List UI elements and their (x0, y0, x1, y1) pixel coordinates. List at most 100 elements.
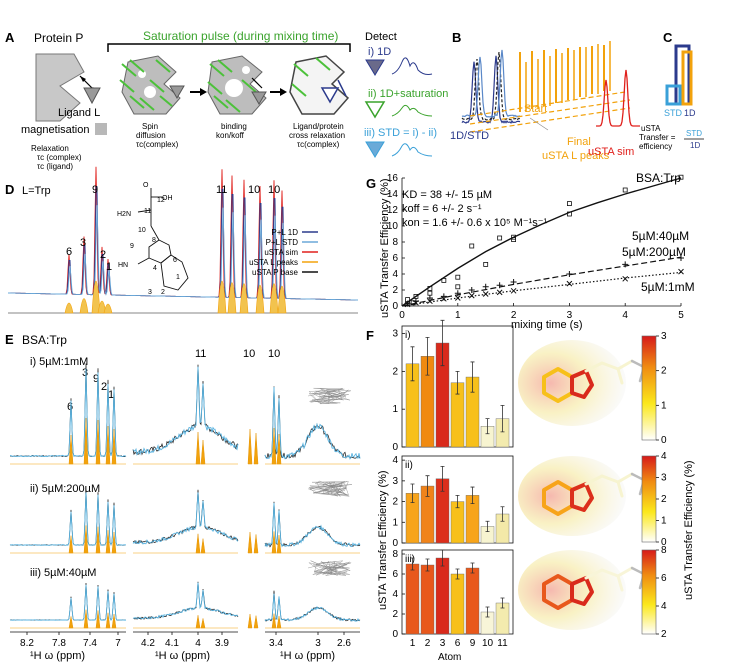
f-colorbar-label: 0 (661, 435, 667, 446)
panel-e: E BSA:Trp i) 5µM:1mM ii) 5µM:200µM iii) … (5, 332, 361, 662)
b-dash-line (469, 107, 631, 133)
f-sub-label: i) (405, 330, 411, 341)
d-ligand-peak (277, 286, 287, 314)
svg-text:11: 11 (144, 208, 151, 215)
trp-structure (137, 188, 189, 291)
g-ytick-label: 8 (392, 237, 398, 248)
f-bar (405, 563, 420, 635)
svg-text:9: 9 (93, 373, 99, 385)
g-xtick-label: 0 (399, 310, 405, 321)
f-bar (420, 564, 435, 635)
svg-text:kon/koff: kon/koff (216, 131, 245, 140)
f-errorbar (470, 562, 475, 574)
g-point (622, 275, 629, 282)
svg-text:τc(complex): τc(complex) (136, 140, 179, 149)
d-spectrum-line (8, 186, 358, 301)
f-molecule-ring (570, 576, 594, 606)
g-point (427, 298, 433, 305)
f-colorbar-label: 2 (661, 494, 667, 505)
e-xtick-label: 7 (115, 638, 121, 649)
e-ligand-peak (195, 615, 201, 629)
svg-text:τc (ligand): τc (ligand) (37, 162, 73, 171)
panel-label-f: F (366, 328, 374, 343)
svg-text:binding: binding (221, 122, 247, 131)
d-ligand-peak (217, 280, 227, 314)
e-ligand-peak (200, 538, 206, 554)
g-ytick-label: 16 (387, 173, 399, 184)
f-ytick-label: 2 (392, 609, 398, 620)
f-molecule-sidechain (584, 359, 634, 385)
d-legend-label: P+L STD (266, 238, 299, 247)
svg-text:2: 2 (101, 381, 107, 393)
g-series-2: 5µM:200µM (622, 245, 686, 259)
svg-text:6: 6 (173, 257, 177, 264)
e-row-1: i) 5µM:1mM (30, 356, 88, 368)
g-point (566, 280, 573, 287)
svg-text:6: 6 (67, 401, 73, 413)
g-ytick-label: 10 (387, 221, 399, 232)
f-ytick-label: 3 (392, 476, 398, 487)
b-label-1d-std: 1D/STD (450, 130, 489, 142)
g-point (427, 285, 433, 291)
e-xtick-label: 4.1 (165, 638, 179, 649)
e-spectrum-line (132, 364, 239, 456)
g-kon: kon = 1.6 +/- 0.6 x 10⁵ M⁻¹s⁻¹ (402, 217, 548, 229)
f-errorbar (485, 418, 490, 435)
f-colorbar-label: 4 (661, 451, 667, 462)
panel-label-g: G (366, 176, 376, 191)
detect-std: iii) STD = i) - ii) (364, 127, 437, 139)
svg-text:diffusion: diffusion (136, 131, 166, 140)
g-point (482, 291, 489, 297)
f-ytick-label: 4 (392, 589, 398, 600)
e-spectrum-line (132, 492, 239, 545)
f-colorbar-label: 2 (661, 366, 667, 377)
svg-text:3: 3 (80, 237, 86, 249)
e-xtick-label: 7.8 (52, 638, 66, 649)
f-colorbar-label: 3 (661, 473, 667, 484)
f-colorbar-label: 1 (661, 400, 667, 411)
g-ytick-label: 0 (392, 301, 398, 312)
d-ligand-peak (227, 282, 237, 314)
f-errorbar (425, 336, 430, 376)
b-sim-line (596, 69, 640, 127)
f-errorbar (485, 606, 490, 618)
g-koff: koff = 6 +/- 2 s⁻¹ (402, 203, 482, 215)
g-ytick-label: 12 (387, 205, 399, 216)
e-ligand-peak (200, 439, 206, 465)
f-colorbar (641, 335, 657, 441)
f-xtick-label: 9 (470, 638, 476, 649)
panel-label-c: C (663, 30, 673, 45)
panel-label-e: E (5, 332, 14, 347)
f-xlabel: Atom (438, 652, 461, 662)
g-xtick-label: 4 (622, 310, 628, 321)
g-point (455, 284, 461, 290)
b-label-final: Final (567, 136, 591, 148)
f-errorbar (500, 405, 505, 433)
svg-text:10: 10 (268, 348, 280, 360)
e-ligand-peak (253, 534, 259, 554)
svg-text:OH: OH (162, 195, 173, 202)
g-point (404, 300, 411, 307)
panel-label-b: B (452, 30, 461, 45)
b-spectrum-line (461, 55, 521, 124)
f-ytick-label: 8 (392, 549, 398, 560)
svg-text:τc (complex): τc (complex) (37, 153, 82, 162)
g-fit-line (401, 271, 682, 307)
svg-text:3: 3 (148, 289, 152, 296)
f-errorbar (455, 494, 460, 509)
f-xtick-label: 3 (440, 638, 446, 649)
f-ytick-label: 2 (392, 497, 398, 508)
f-errorbar (455, 370, 460, 395)
e-spectrum-line (10, 368, 127, 458)
ligand-shape (83, 87, 101, 105)
g-point (567, 201, 572, 207)
g-ytick-label: 14 (387, 189, 399, 200)
f-colorbar-label: 1 (661, 516, 667, 527)
f-ytick-label: 3 (392, 329, 398, 340)
d-legend-label: P+L 1D (271, 228, 298, 237)
g-xtick-label: 5 (678, 310, 684, 321)
panel-label-d: D (5, 182, 14, 197)
saturation-bracket (107, 43, 351, 52)
f-ytick-label: 6 (392, 569, 398, 580)
f-bar (465, 567, 480, 635)
